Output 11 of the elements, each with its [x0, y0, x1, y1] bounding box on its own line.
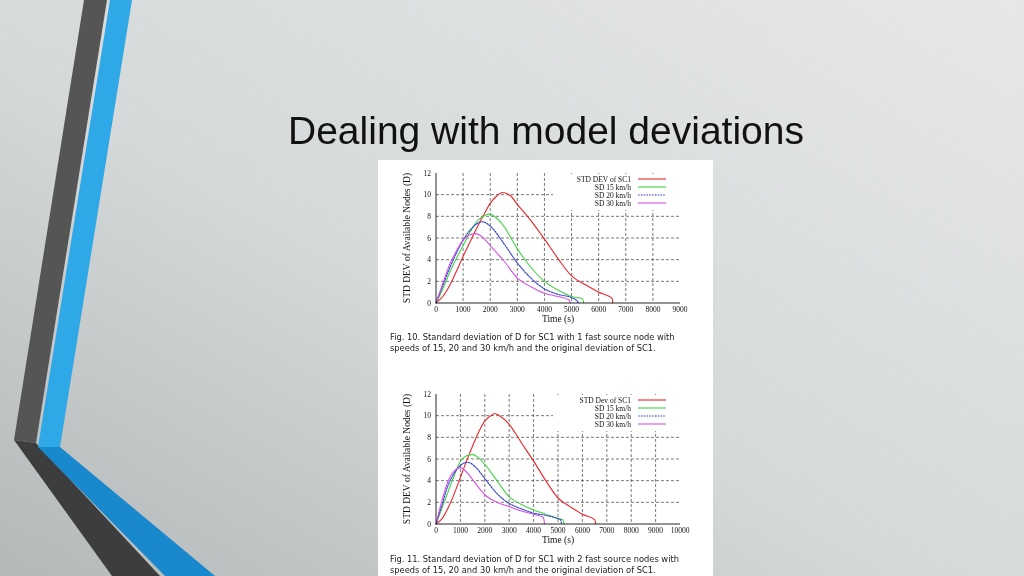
line-series — [435, 191, 614, 304]
chart-title: Dealing with model deviations — [288, 109, 804, 152]
caption: Fig. 11. Standard deviation of D for SC1 with 2 fast source nodes with speeds of 15, 20 and 30 km/h and the original deviation of SC1. — [390, 554, 679, 575]
line-series — [435, 233, 571, 304]
line-series — [435, 467, 546, 525]
x-axis-title: Time (s) — [541, 535, 575, 546]
x-axis-title: Time (s) — [541, 314, 575, 325]
y-axis-title: STD DEV of Available Nodes (D) — [402, 393, 413, 525]
caption: Fig. 10. Standard deviation of D for SC1 with 1 fast source node with speeds of 15, 20 and 30 km/h and the original deviation of SC1. — [390, 332, 675, 353]
y-axis-title: STD DEV of Available Nodes (D) — [402, 172, 413, 304]
line-series — [435, 412, 597, 525]
